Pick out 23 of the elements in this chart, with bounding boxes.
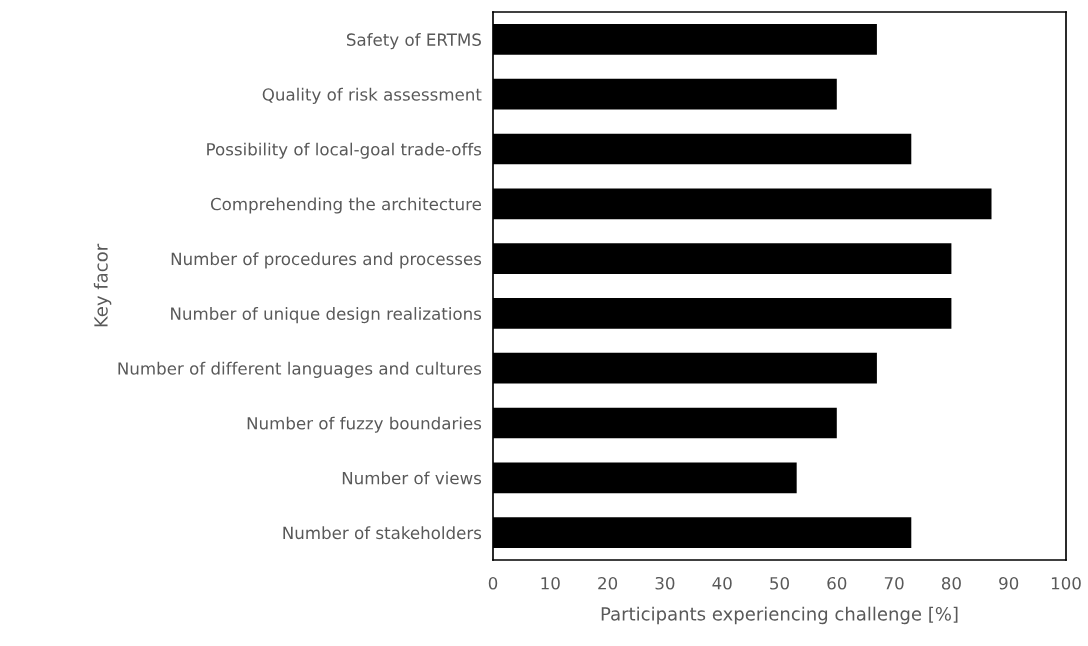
y-tick-label: Number of views (342, 471, 482, 485)
x-tick-label: 90 (999, 576, 1019, 590)
y-tick-label: Number of stakeholders (283, 526, 482, 540)
x-tick-label: 10 (541, 576, 560, 590)
x-tick-label: 80 (941, 576, 961, 590)
x-tick-label: 60 (827, 576, 847, 590)
y-tick-label: Safety of ERTMS (346, 33, 481, 50)
y-tick-label: Number of procedures and processes (171, 252, 482, 269)
y-tick-label: Number of different languages and cultures (118, 361, 482, 378)
x-tick-label: 100 (1051, 576, 1081, 590)
y-tick-label: Possibility of local-goal trade-offs (207, 142, 482, 159)
x-tick-label: 30 (655, 576, 675, 590)
y-tick-label: Number of fuzzy boundaries (247, 416, 482, 433)
x-tick-label: 0 (488, 576, 498, 590)
y-tick-label: Comprehending the architecture (210, 197, 481, 214)
x-tick-label: 20 (598, 576, 618, 590)
x-axis-title: Participants experiencing challenge [%] (601, 606, 958, 625)
x-tick-label: 70 (884, 576, 904, 590)
y-tick-label: Quality of risk assessment (262, 87, 482, 104)
x-tick-label: 40 (712, 576, 732, 590)
y-tick-label: Number of unique design realizations (171, 307, 482, 324)
y-axis-title: Key facor (93, 243, 112, 327)
x-tick-label: 50 (770, 576, 789, 590)
